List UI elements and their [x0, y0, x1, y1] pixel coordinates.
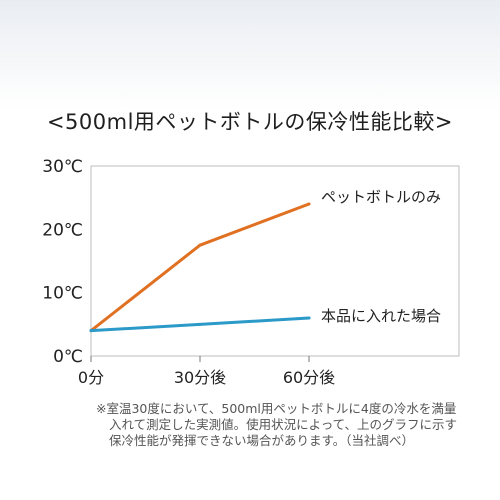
series-label: 本品に入れた場合	[321, 307, 441, 325]
y-tick-label: 10℃	[42, 284, 83, 304]
footnote-line-2: 入れて測定した実測値。使用状況によって、上のグラフに示す	[109, 417, 458, 432]
y-tick-label: 0℃	[53, 347, 83, 367]
data-point	[198, 322, 202, 326]
y-axis-ticks: 0℃ 10℃ 20℃ 30℃	[42, 157, 83, 367]
x-tick-label: 60分後	[283, 368, 335, 387]
data-point	[307, 316, 311, 320]
chart-title: <500ml用ペットボトルの保冷性能比較>	[46, 110, 454, 134]
y-tick-label: 20℃	[42, 220, 83, 240]
series-line-pet-bottle	[89, 202, 311, 333]
series-lines	[89, 202, 311, 333]
x-axis-ticks: 0分 30分後 60分後	[78, 356, 335, 387]
x-tick-label: 30分後	[174, 368, 226, 387]
footnote-line-3: 保冷性能が発揮できない場合があります。（当社調べ）	[109, 433, 415, 448]
footnote-line-1: ※室温30度において、500ml用ペットボトルに4度の冷水を満量	[96, 401, 457, 416]
plot-frame	[90, 165, 460, 357]
x-tick-label: 0分	[78, 368, 104, 387]
y-tick-label: 30℃	[42, 157, 83, 177]
data-point	[198, 243, 202, 247]
data-point	[89, 329, 93, 333]
footnote: ※室温30度において、500ml用ペットボトルに4度の冷水を満量 入れて測定した…	[96, 401, 466, 449]
series-label: ペットボトルのみ	[321, 188, 441, 206]
data-point	[307, 202, 311, 206]
